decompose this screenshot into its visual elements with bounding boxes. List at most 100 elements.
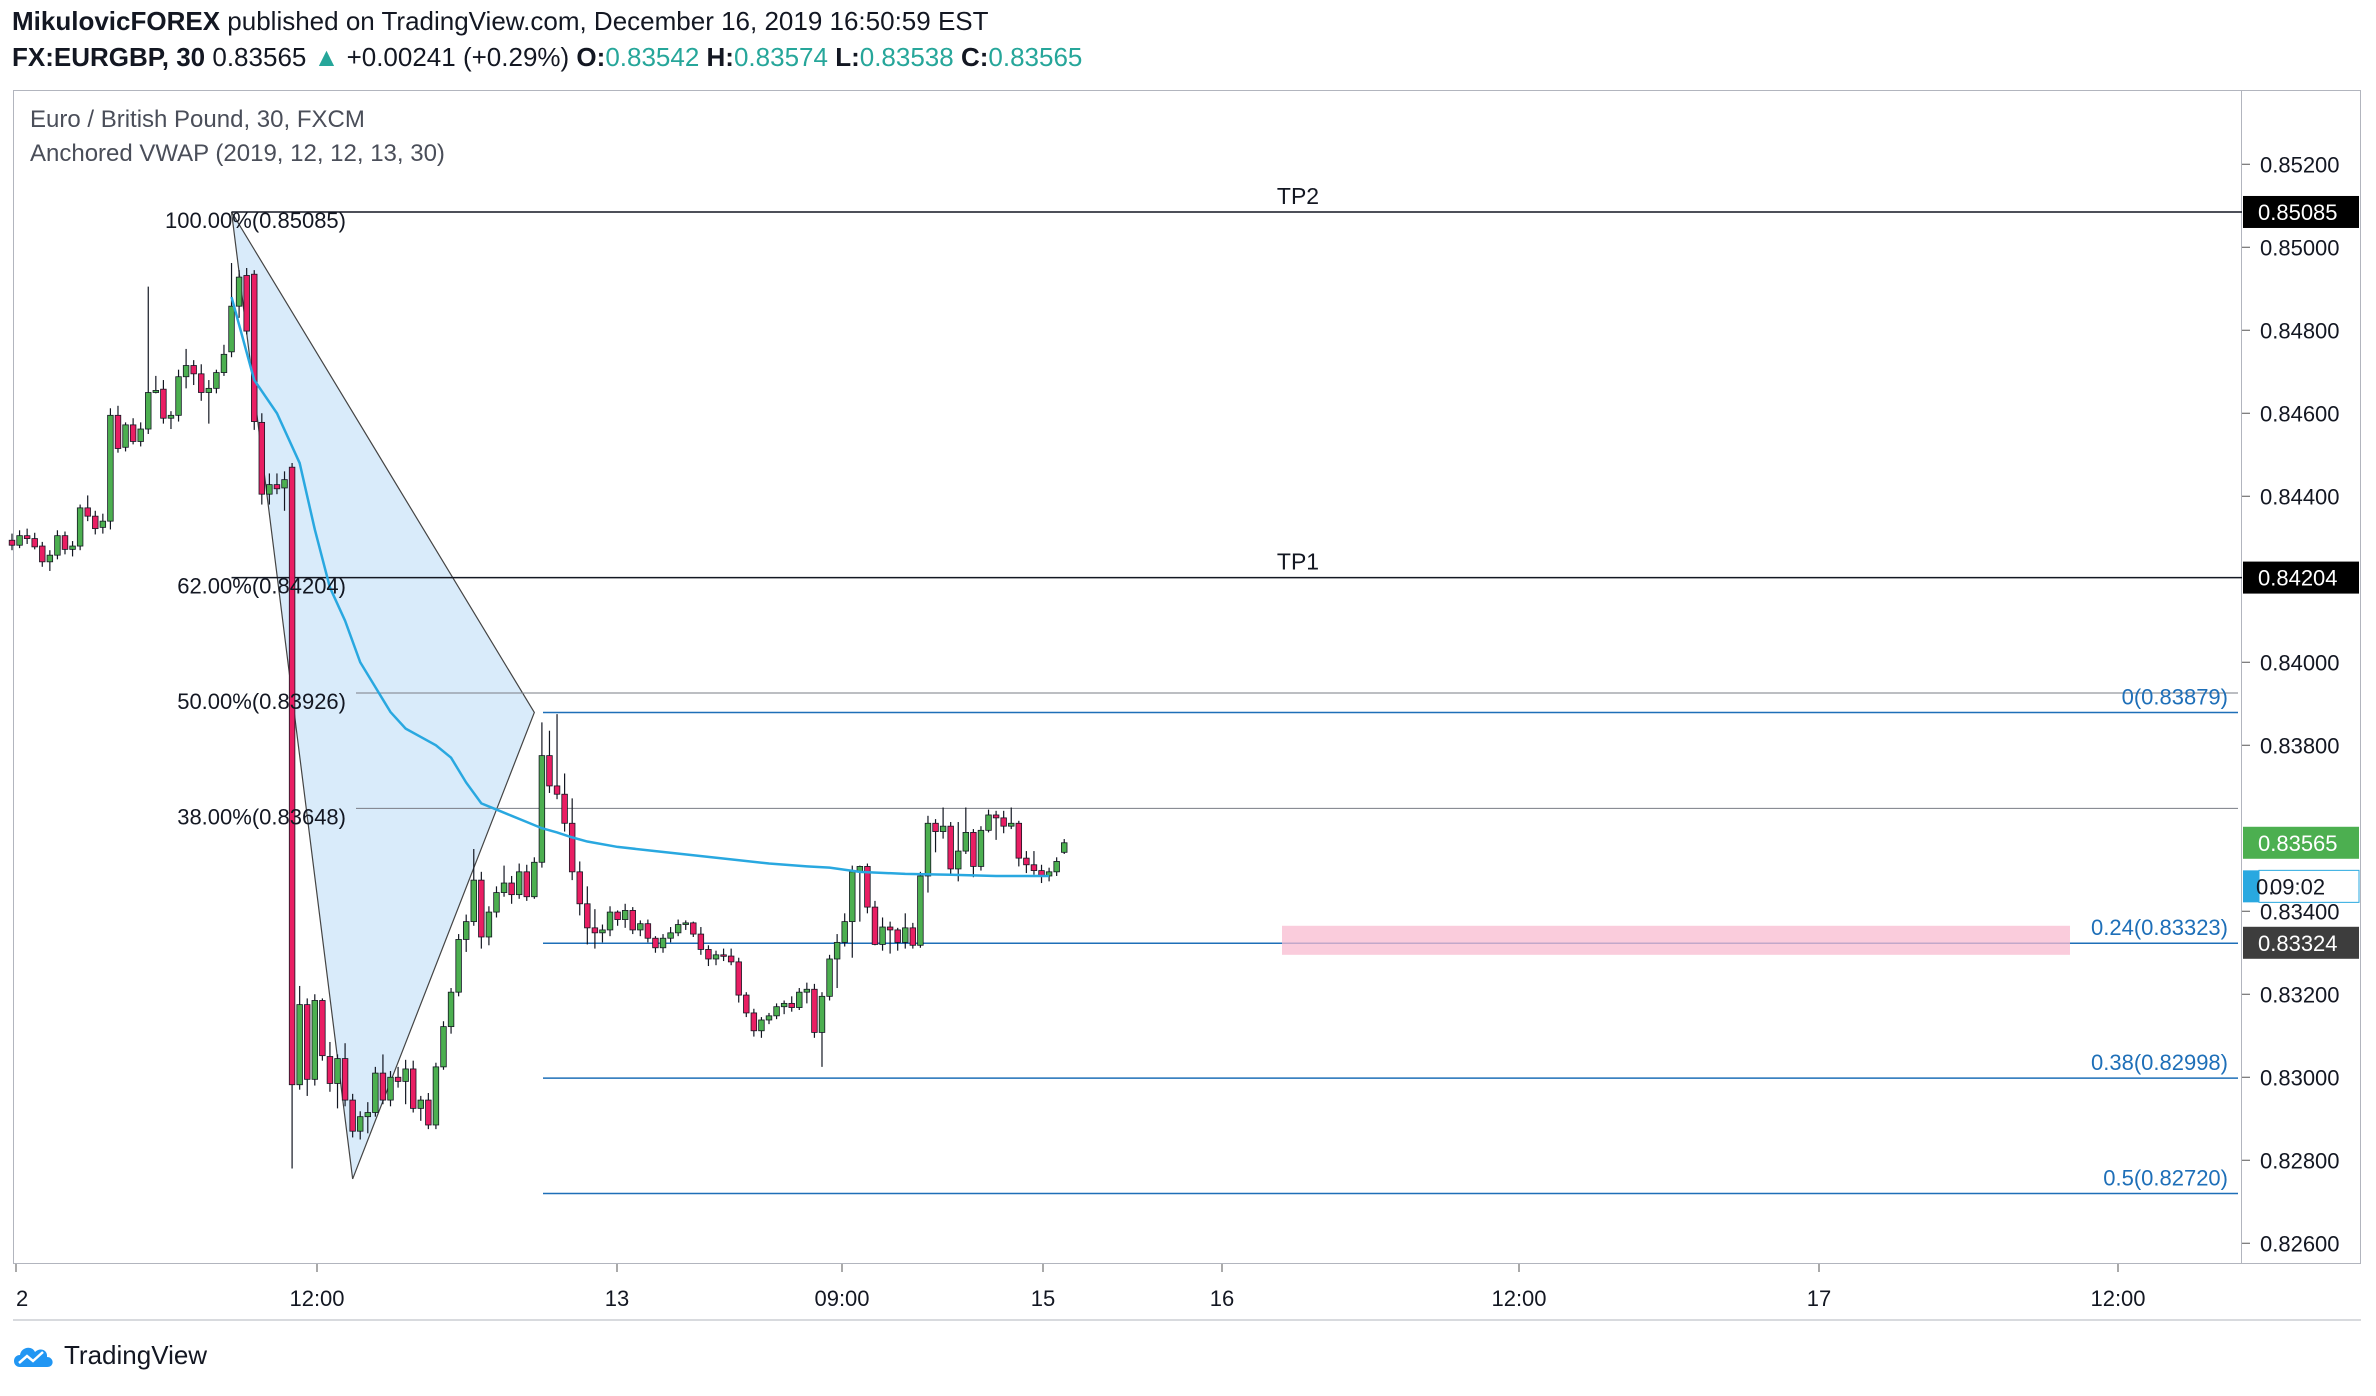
candle-body	[243, 275, 250, 332]
candle-body	[606, 911, 614, 931]
candle	[1008, 807, 1015, 830]
candle-body	[962, 832, 970, 852]
candle	[500, 865, 508, 897]
candle-body	[1030, 864, 1038, 871]
candle-body	[818, 995, 826, 1033]
candle	[652, 936, 659, 953]
candle-body	[841, 921, 848, 943]
tradingview-logo[interactable]: TradingView	[10, 1340, 207, 1371]
candle-body	[31, 538, 38, 548]
candle	[417, 1095, 424, 1121]
candle-body	[107, 414, 114, 522]
candle-body	[538, 755, 546, 863]
price-label-box	[2243, 561, 2359, 594]
price-label-text: 0.	[2256, 874, 2274, 899]
candle	[258, 413, 266, 505]
candle-body	[122, 424, 129, 448]
candle	[818, 992, 826, 1067]
candle	[947, 822, 954, 874]
candle-body	[553, 785, 561, 795]
candle-body	[349, 1099, 356, 1132]
zone-rect	[1282, 925, 2070, 955]
candle	[228, 263, 235, 358]
candle-body	[576, 871, 583, 905]
candle-body	[198, 373, 205, 393]
candle	[273, 473, 281, 495]
candle-body	[758, 1019, 765, 1032]
chart-frame[interactable]	[13, 90, 2242, 1264]
price-axis-frame[interactable]	[2242, 90, 2361, 1264]
candle	[523, 864, 530, 901]
candle	[167, 411, 175, 430]
candle-body	[99, 520, 107, 528]
candle-body	[515, 871, 523, 896]
time-label: 15	[1031, 1286, 1055, 1311]
candle-body	[629, 910, 636, 931]
candle-body	[54, 535, 61, 556]
candle	[69, 541, 76, 557]
candle-body	[296, 1004, 303, 1086]
candle	[311, 994, 318, 1086]
candle-body	[924, 822, 932, 877]
candle	[304, 998, 311, 1096]
candle	[886, 921, 894, 954]
candle-body	[372, 1072, 379, 1113]
candle	[198, 364, 205, 401]
time-label: 09:00	[814, 1286, 869, 1311]
candle	[621, 903, 629, 928]
candle-body	[621, 910, 629, 920]
candle-body	[780, 1002, 788, 1008]
candle	[1000, 810, 1007, 834]
candle	[553, 714, 561, 800]
candle-body	[205, 387, 213, 393]
candle	[743, 992, 750, 1018]
candle	[205, 380, 213, 424]
candle	[364, 1102, 371, 1134]
candle-body	[251, 273, 258, 422]
fib-label: 0.24(0.83323)	[2091, 915, 2228, 940]
price-tick-label: 0.84000	[2260, 650, 2340, 675]
candle	[690, 921, 697, 937]
candle-body	[1045, 871, 1053, 877]
candle-body	[803, 988, 811, 993]
price-tick-label: 0.84800	[2260, 318, 2340, 343]
candle-body	[932, 822, 939, 832]
time-axis: 2 12:00 13 09:00 15 16 12:00 17 12:00	[13, 1264, 2361, 1321]
vwap-line	[230, 296, 1050, 878]
candle-body	[614, 911, 621, 920]
candle	[879, 917, 886, 951]
candle-body	[311, 1000, 318, 1080]
candle-body	[357, 1116, 364, 1132]
symbol-label: FX:EURGBP, 30	[12, 42, 206, 72]
candle-body	[228, 305, 235, 353]
candle-body	[288, 466, 296, 1086]
candle	[432, 1062, 440, 1130]
candle	[485, 906, 493, 946]
legend-title[interactable]: Euro / British Pound, 30, FXCM	[30, 106, 365, 133]
legend-indicator[interactable]: Anchored VWAP (2019, 12, 12, 13, 30)	[30, 140, 445, 167]
candle	[637, 920, 644, 937]
candle-body	[917, 875, 924, 946]
candle-body	[644, 923, 652, 939]
candle	[909, 922, 917, 949]
open-label: O:	[576, 42, 606, 72]
candle-body	[682, 922, 689, 925]
candle	[61, 531, 69, 555]
candle-body	[599, 929, 606, 934]
candle	[76, 504, 84, 551]
candle-body	[470, 879, 477, 923]
candle	[939, 807, 947, 839]
candle-body	[947, 825, 954, 870]
price-label-text: 0.85085	[2258, 200, 2338, 225]
candle	[629, 907, 636, 935]
candle-body	[326, 1056, 334, 1084]
publisher-name[interactable]: MikulovicFOREX	[12, 6, 221, 36]
candle-body	[152, 390, 160, 393]
ohlc-line: FX:EURGBP, 30 0.83565 ▲ +0.00241 (+0.29%…	[12, 42, 1082, 73]
candle-body	[84, 507, 91, 517]
candle-body	[258, 421, 266, 495]
price-label-text: 0.84204	[2258, 566, 2338, 591]
candle-body	[167, 414, 175, 419]
fib-label: 0.38(0.82998)	[2091, 1050, 2228, 1075]
